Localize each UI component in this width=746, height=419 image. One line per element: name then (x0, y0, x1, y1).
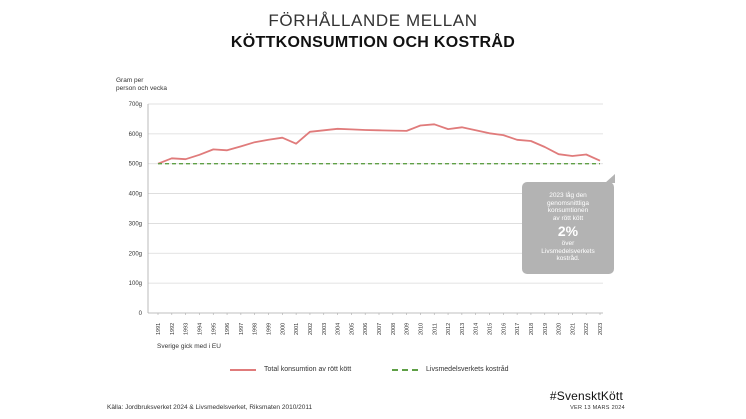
legend-item-consumption: Total konsumtion av rött kött (230, 366, 351, 373)
legend-swatch-advice (392, 368, 418, 371)
series-layer (157, 123, 601, 165)
x-tick-label: 2011 (432, 323, 438, 335)
y-tick-label: 700g (129, 102, 142, 108)
x-tick-label: 2000 (280, 323, 286, 335)
legend-label-advice: Livsmedelsverkets kostråd (426, 366, 509, 373)
grid-layer (147, 103, 603, 315)
x-tick-label: 2008 (391, 323, 397, 335)
callout-line5: över (561, 240, 575, 247)
x-tick-label: 1994 (197, 323, 203, 335)
x-tick-label: 2022 (584, 323, 590, 335)
x-tick-labels: 1991 1992 1993 1994 1995 1996 1997 1998 1999 2000… (156, 323, 604, 335)
x-tick-label: 2003 (322, 323, 328, 335)
callout-line7: kostråd. (556, 255, 580, 262)
legend-label-consumption: Total konsumtion av rött kött (264, 366, 352, 373)
callout-box: 2023 låg den genomsnittliga konsumtionen… (522, 174, 615, 274)
legend-item-advice: Livsmedelsverkets kostråd (392, 366, 508, 373)
y-tick-label: 300g (129, 221, 142, 227)
x-tick-label: 2012 (446, 323, 452, 335)
version-label: VER 13 MARS 2024 (570, 405, 625, 411)
chart-title-line1: FÖRHÅLLANDE MELLAN (268, 11, 478, 30)
hashtag-logo: #SvensktKött (549, 389, 623, 403)
series-line-consumption (157, 123, 601, 165)
x-tick-label: 2005 (349, 323, 355, 335)
x-tick-label: 2014 (474, 323, 480, 335)
y-tick-labels: 0 100g 200g 300g 400g 500g 600g 700g (129, 102, 143, 317)
x-tick-label: 2019 (543, 323, 549, 335)
x-tick-label: 1996 (225, 323, 231, 335)
y-tick-label: 600g (129, 132, 142, 138)
y-axis-label-line1: Gram per (116, 77, 144, 84)
x-tick-label: 1998 (253, 323, 259, 335)
chart-title-line2: KÖTTKONSUMTION OCH KOSTRÅD (230, 34, 516, 51)
x-tick-label: 2020 (557, 323, 563, 335)
x-tick-label: 1991 (156, 323, 162, 335)
x-tick-label: 2021 (570, 323, 576, 335)
y-tick-label: 0 (139, 311, 143, 317)
y-tick-label: 100g (129, 281, 142, 287)
x-tick-label: 1993 (184, 323, 190, 335)
callout-line3: konsumtionen (547, 207, 589, 214)
callout-percent: 2% (557, 223, 579, 239)
source-note: Källa: Jordbruksverket 2024 & Livsmedels… (107, 404, 313, 411)
x-tick-label: 1997 (239, 323, 245, 335)
x-tick-label: 2006 (363, 323, 369, 335)
y-tick-label: 500g (129, 162, 142, 168)
callout-line6: Livsmedelsverkets (541, 247, 595, 255)
y-tick-label: 200g (129, 251, 142, 257)
x-tick-label: 1999 (267, 323, 273, 335)
x-tick-label: 2001 (294, 323, 300, 335)
x-tick-label: 2015 (488, 323, 494, 335)
x-tick-label: 1992 (170, 323, 176, 335)
x-tick-label: 2016 (501, 323, 507, 335)
x-tick-label: 2004 (336, 323, 342, 335)
x-tick-label: 2002 (308, 323, 314, 335)
x-tick-label: 2009 (405, 323, 411, 335)
x-tick-label: 2007 (377, 323, 383, 335)
y-tick-label: 400g (129, 192, 142, 198)
eu-annotation: Sverige gick med i EU (157, 343, 221, 350)
x-tick-label: 2013 (460, 323, 466, 335)
y-axis-label: Gram per person och vecka (116, 77, 196, 93)
legend-swatch-consumption (230, 368, 256, 371)
callout-line1: 2023 låg den (549, 192, 587, 199)
x-tick-label: 2010 (418, 323, 424, 335)
x-tick-label: 1995 (211, 323, 217, 335)
y-axis-label-line2: person och vecka (116, 85, 167, 92)
callout-line4: av rött kött (552, 214, 584, 222)
x-tick-label: 2017 (515, 323, 521, 335)
x-tick-label: 2018 (529, 323, 535, 335)
x-tick-label: 2023 (598, 323, 604, 335)
callout-line2: genomsnittliga (547, 199, 589, 207)
callout-tail (605, 174, 615, 183)
